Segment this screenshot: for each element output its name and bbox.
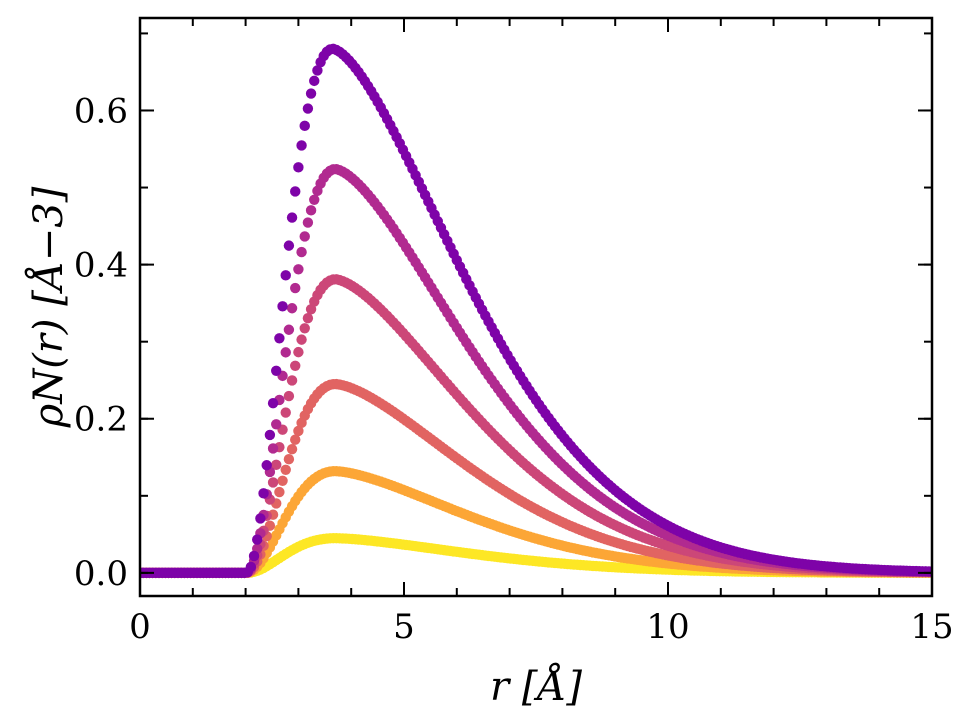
data-point	[286, 375, 298, 386]
series-6	[140, 43, 932, 579]
data-point	[283, 454, 295, 465]
data-point	[286, 212, 298, 223]
data-point	[267, 397, 279, 409]
data-point	[252, 534, 263, 545]
data-point	[312, 65, 323, 76]
x-tick-label: 0	[129, 607, 151, 647]
data-point	[296, 246, 307, 258]
data-point	[286, 303, 298, 314]
data-point	[271, 459, 282, 471]
tick-labels: 0 5 10 15 0.0 0.2 0.4 0.6	[74, 91, 954, 647]
data-point	[290, 360, 301, 371]
data-point	[245, 561, 257, 573]
data-point	[290, 282, 301, 294]
data-point	[267, 443, 279, 454]
data-point	[274, 486, 285, 498]
plot-frame	[138, 16, 934, 598]
data-point	[280, 347, 291, 358]
data-point	[290, 186, 301, 197]
y-tick-label: 0.6	[74, 91, 128, 131]
ticks-layer	[139, 18, 933, 596]
data-point	[296, 334, 307, 345]
data-point	[258, 488, 269, 499]
data-point	[261, 460, 272, 471]
x-tick-label: 15	[910, 607, 953, 647]
data-point	[280, 407, 291, 418]
x-tick-label: 10	[646, 607, 689, 647]
data-point	[293, 346, 304, 358]
y-tick-label: 0.2	[74, 400, 128, 440]
series-4	[140, 274, 932, 579]
x-axis-label: r [Å]	[490, 663, 582, 710]
data-point	[296, 140, 307, 151]
data-point	[274, 333, 285, 344]
data-point	[283, 324, 295, 335]
data-point	[299, 120, 310, 132]
data-point	[248, 550, 260, 562]
data-point	[280, 464, 291, 475]
series-layer	[140, 43, 932, 579]
data-point	[286, 443, 298, 455]
data-point	[283, 390, 295, 402]
data-point	[277, 301, 288, 312]
x-tick-label: 5	[393, 607, 415, 647]
data-point	[302, 312, 314, 324]
data-point	[271, 365, 282, 376]
data-point	[302, 217, 314, 228]
data-point	[277, 475, 288, 486]
data-point	[293, 425, 304, 437]
data-point	[293, 264, 304, 275]
data-point	[267, 477, 279, 488]
data-point	[280, 270, 291, 281]
data-point	[293, 162, 304, 173]
data-point	[926, 566, 932, 577]
data-point	[305, 88, 317, 99]
data-point	[264, 429, 276, 441]
series-5	[140, 163, 932, 579]
data-point	[255, 513, 266, 524]
data-point	[283, 240, 295, 251]
data-point	[271, 419, 282, 430]
y-axis-label: ρN(r) [Å−3]	[25, 186, 72, 428]
data-point	[302, 103, 314, 114]
data-point	[309, 75, 320, 87]
data-point	[290, 434, 301, 445]
data-point	[305, 205, 317, 216]
y-tick-label: 0.0	[74, 554, 128, 594]
data-point	[309, 194, 320, 205]
data-point	[299, 323, 310, 334]
y-tick-label: 0.4	[74, 246, 128, 286]
data-point	[299, 231, 310, 242]
